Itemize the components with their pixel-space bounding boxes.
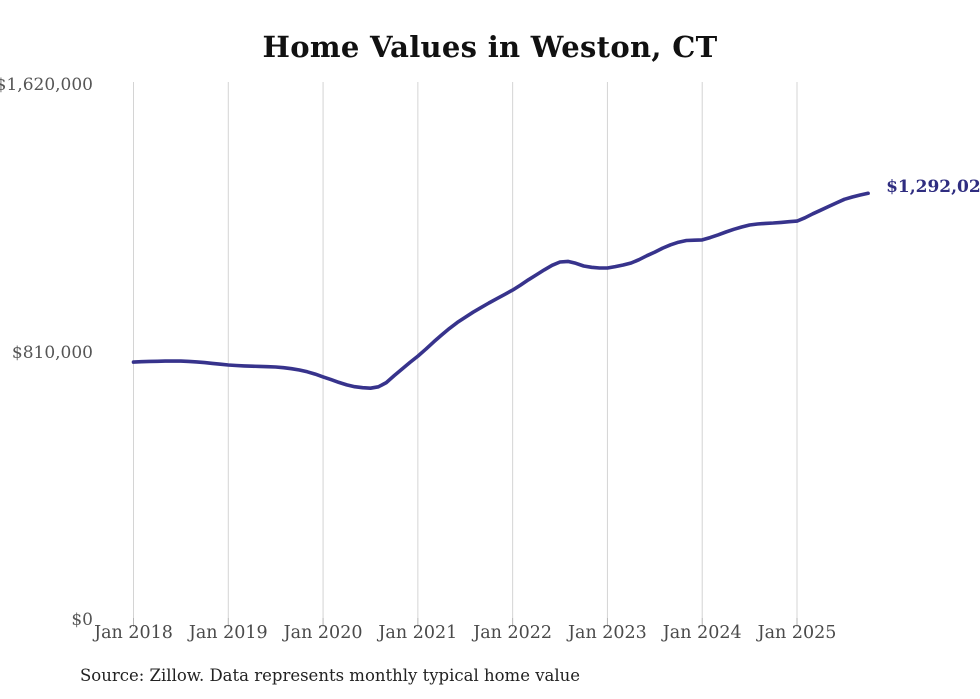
x-tick-label: Jan 2018	[94, 623, 173, 643]
x-tick-label: Jan 2025	[757, 623, 837, 643]
x-tick-label: Jan 2022	[473, 623, 553, 643]
x-tick-label: Jan 2024	[662, 623, 742, 643]
y-tick-label: $1,620,000	[0, 75, 93, 95]
x-tick-label: Jan 2019	[188, 623, 268, 643]
chart-title: Home Values in Weston, CT	[262, 30, 718, 64]
x-tick-label: Jan 2023	[568, 623, 647, 643]
latest-value-label: $1,292,022	[886, 177, 980, 198]
x-tick-label: Jan 2020	[283, 623, 363, 643]
y-tick-label: $0	[71, 610, 93, 630]
x-tick-label: Jan 2021	[378, 623, 458, 643]
home-value-series-line	[131, 191, 870, 391]
source-note: Source: Zillow. Data represents monthly …	[80, 666, 581, 685]
y-tick-label: $810,000	[11, 342, 93, 363]
